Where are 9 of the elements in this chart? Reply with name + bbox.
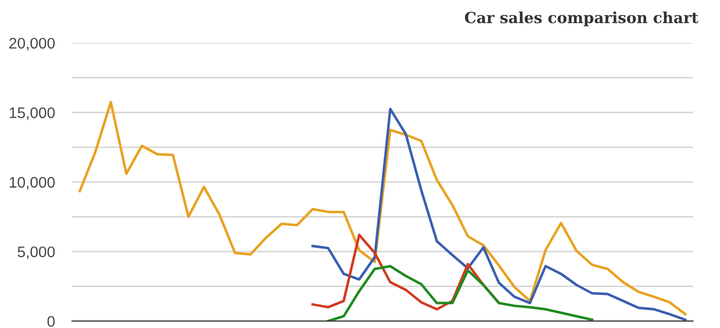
y-tick-label: 20,000 (9, 38, 55, 50)
line-series (326, 264, 594, 322)
chart-title: Car sales comparison chart (464, 11, 698, 26)
y-tick-label: 0 (47, 316, 55, 327)
y-tick-label: 5,000 (18, 246, 55, 260)
y-tick-label: 15,000 (10, 107, 55, 120)
line-series (78, 100, 686, 316)
y-tick-label: 10,000 (10, 176, 55, 190)
line-series (311, 108, 686, 321)
